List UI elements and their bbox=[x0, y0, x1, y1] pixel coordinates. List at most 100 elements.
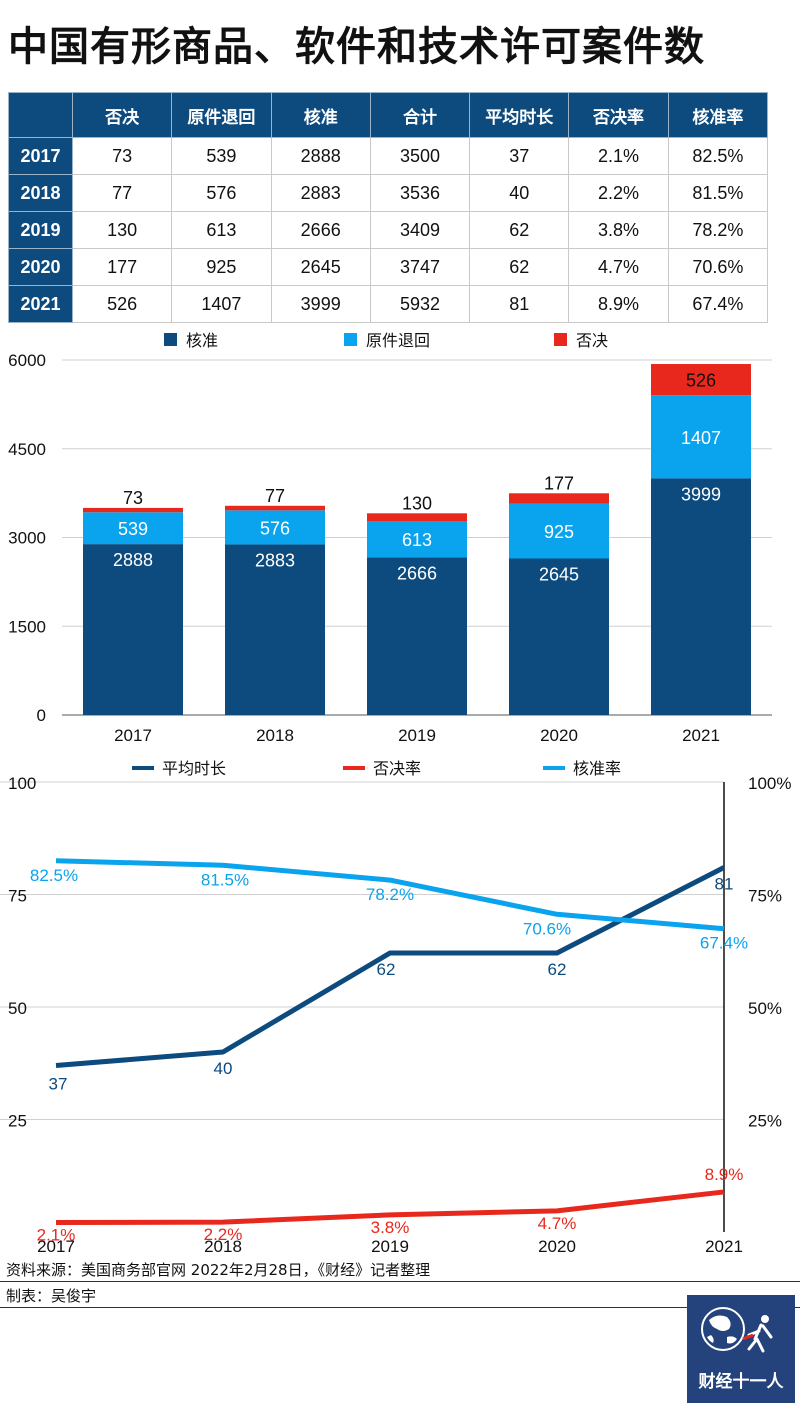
chart-title: 中国有形商品、软件和技术许可案件数 bbox=[8, 24, 705, 70]
y-tick-label-left: 100 bbox=[8, 774, 36, 793]
data-label: 2.1% bbox=[37, 1226, 76, 1245]
line-chart: 平均时长 否决率 核准率 25 50 75 100 25% 50% 75% 100% 37 40 62 62… bbox=[0, 759, 791, 1256]
bar-value-label: 526 bbox=[686, 371, 716, 391]
table-header-cell: 核准率 bbox=[667, 92, 769, 138]
bar-segment bbox=[367, 513, 467, 521]
legend-label: 原件退回 bbox=[366, 331, 430, 350]
table-header-cell: 平均时长 bbox=[469, 92, 570, 138]
data-label: 78.2% bbox=[366, 885, 414, 904]
bar-value-label: 2645 bbox=[539, 565, 579, 585]
table-cell: 8.9% bbox=[568, 285, 669, 323]
table-header-cell: 否决率 bbox=[568, 92, 669, 138]
legend-swatch bbox=[164, 333, 177, 346]
table-cell: 40 bbox=[469, 174, 570, 212]
legend-swatch bbox=[344, 333, 357, 346]
bar-value-label: 177 bbox=[544, 473, 574, 493]
divider bbox=[0, 1307, 800, 1308]
x-tick-label: 2020 bbox=[538, 1237, 576, 1256]
table-row-year: 2021 bbox=[8, 285, 73, 323]
table-row: 2018 77 576 2883 3536 40 2.2% 81.5% bbox=[8, 174, 769, 212]
data-label: 2.2% bbox=[204, 1225, 243, 1244]
table-cell: 2645 bbox=[270, 248, 371, 286]
legend-label: 平均时长 bbox=[162, 759, 226, 778]
bar-value-label: 130 bbox=[402, 493, 432, 513]
y-tick-label-left: 75 bbox=[8, 887, 27, 906]
x-tick-label: 2020 bbox=[540, 726, 578, 745]
table-header-cell: 核准 bbox=[270, 92, 371, 138]
table-cell: 77 bbox=[71, 174, 173, 212]
table-cell: 73 bbox=[71, 137, 173, 175]
table-cell: 3409 bbox=[369, 211, 471, 249]
y-tick-label: 3000 bbox=[8, 529, 46, 548]
table-cell: 539 bbox=[171, 137, 272, 175]
table-header-cell: 合计 bbox=[369, 92, 471, 138]
bar-value-label: 925 bbox=[544, 522, 574, 542]
table-cell: 130 bbox=[71, 211, 173, 249]
table-cell: 3747 bbox=[369, 248, 471, 286]
data-label: 8.9% bbox=[705, 1165, 744, 1184]
bar-value-label: 77 bbox=[265, 486, 285, 506]
stats-table: 否决 原件退回 核准 合计 平均时长 否决率 核准率 2017 73 539 2888… bbox=[8, 92, 769, 323]
data-label: 37 bbox=[49, 1075, 68, 1094]
x-tick-label: 2017 bbox=[37, 1237, 75, 1256]
bar-segment bbox=[83, 512, 183, 545]
table-cell: 925 bbox=[171, 248, 272, 286]
data-label: 62 bbox=[377, 960, 396, 979]
x-tick-label: 2018 bbox=[204, 1237, 242, 1256]
x-tick-label: 2019 bbox=[371, 1237, 409, 1256]
x-tick-label: 2019 bbox=[398, 726, 436, 745]
source-note: 资料来源：美国商务部官网 2022年2月28日，《财经》记者整理 bbox=[6, 1261, 431, 1279]
table-header-cell: 否决 bbox=[71, 92, 173, 138]
table-cell: 37 bbox=[469, 137, 570, 175]
y-tick-label-left: 25 bbox=[8, 1112, 27, 1131]
table-cell: 70.6% bbox=[667, 248, 769, 286]
data-label: 81.5% bbox=[201, 870, 249, 889]
table-cell: 526 bbox=[71, 285, 173, 323]
table-cell: 2666 bbox=[270, 211, 371, 249]
series-line bbox=[55, 865, 726, 1068]
legend-swatch bbox=[554, 333, 567, 346]
table-cell: 177 bbox=[71, 248, 173, 286]
x-tick-label: 2021 bbox=[682, 726, 720, 745]
table-header-cell bbox=[8, 92, 73, 138]
data-label: 62 bbox=[548, 960, 567, 979]
table-cell: 62 bbox=[469, 211, 570, 249]
y-tick-label: 0 bbox=[37, 706, 46, 725]
table-cell: 62 bbox=[469, 248, 570, 286]
logo: 财经十一人 bbox=[687, 1295, 795, 1403]
table-cell: 4.7% bbox=[568, 248, 669, 286]
series-line bbox=[55, 858, 725, 932]
bar-segment bbox=[509, 503, 609, 559]
x-tick-label: 2018 bbox=[256, 726, 294, 745]
y-tick-label: 1500 bbox=[8, 617, 46, 636]
bar-segment bbox=[225, 505, 325, 511]
bar-segment bbox=[651, 478, 751, 715]
table-cell: 2883 bbox=[270, 174, 371, 212]
data-label: 81 bbox=[715, 875, 734, 894]
bar-value-label: 3999 bbox=[681, 484, 721, 504]
bar-segment bbox=[651, 364, 751, 396]
table-cell: 81.5% bbox=[667, 174, 769, 212]
y-tick-label: 4500 bbox=[8, 440, 46, 459]
data-label: 4.7% bbox=[538, 1214, 577, 1233]
table-cell: 81 bbox=[469, 285, 570, 323]
globe-icon bbox=[701, 1307, 773, 1353]
legend-label: 核准 bbox=[186, 331, 218, 350]
bar-value-label: 613 bbox=[402, 530, 432, 550]
table-cell: 613 bbox=[171, 211, 272, 249]
data-label: 3.8% bbox=[371, 1218, 410, 1237]
table-cell: 3.8% bbox=[568, 211, 669, 249]
bar-segment bbox=[651, 395, 751, 479]
data-label: 67.4% bbox=[700, 934, 748, 953]
bar-value-label: 1407 bbox=[681, 428, 721, 448]
legend-label: 否决 bbox=[576, 331, 608, 350]
table-header-cell: 原件退回 bbox=[171, 92, 272, 138]
bar-value-label: 2666 bbox=[397, 563, 437, 583]
y-tick-label-left: 50 bbox=[8, 999, 27, 1018]
table-header-row: 否决 原件退回 核准 合计 平均时长 否决率 核准率 bbox=[8, 92, 769, 138]
table-cell: 82.5% bbox=[667, 137, 769, 175]
bar-value-label: 2888 bbox=[113, 550, 153, 570]
bar-segment bbox=[225, 544, 325, 715]
table-cell: 3536 bbox=[369, 174, 471, 212]
table-row-year: 2018 bbox=[8, 174, 73, 212]
